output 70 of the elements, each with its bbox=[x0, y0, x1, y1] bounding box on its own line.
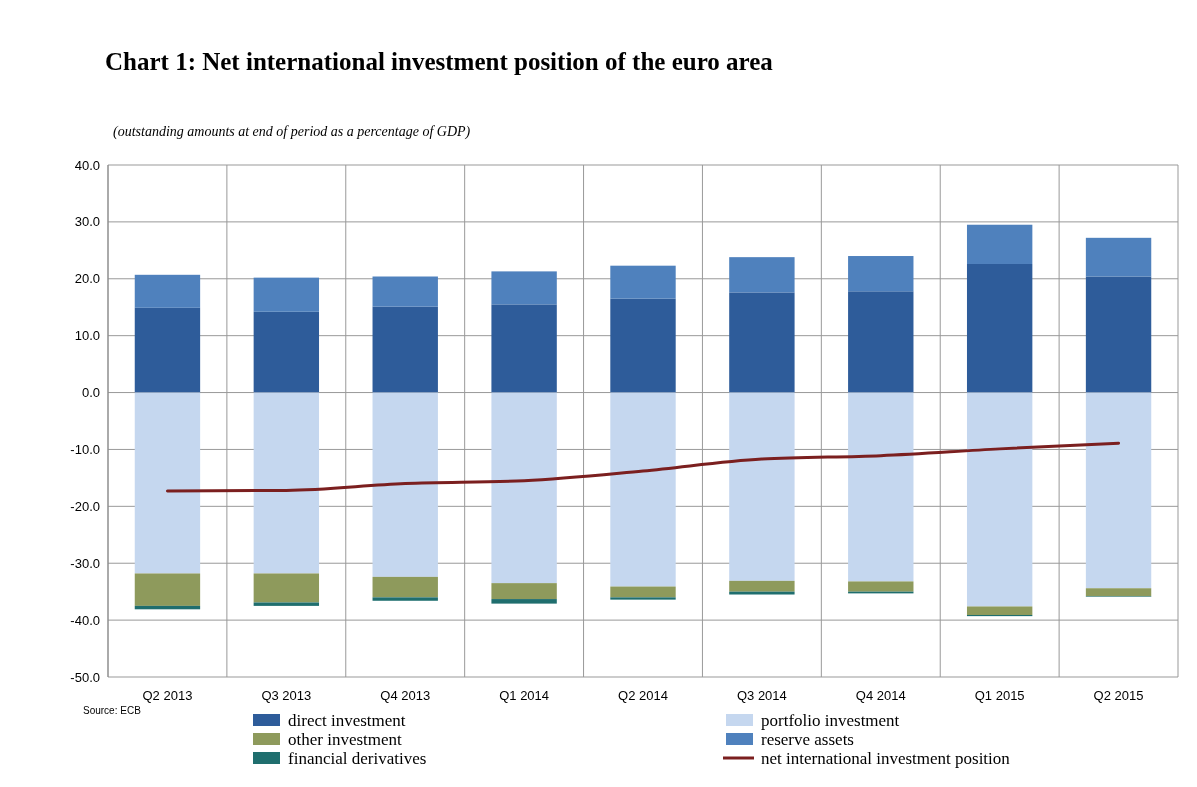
chart-title: Chart 1: Net international investment position of the euro area bbox=[105, 48, 774, 75]
bar bbox=[491, 599, 557, 604]
bar bbox=[1085, 588, 1152, 597]
bar bbox=[372, 576, 438, 598]
bar bbox=[134, 274, 201, 308]
x-tick-label: Q1 2015 bbox=[974, 688, 1025, 703]
y-tick-label: -20.0 bbox=[70, 498, 100, 514]
y-tick-label: 10.0 bbox=[74, 328, 100, 344]
bar bbox=[1085, 392, 1152, 589]
bar bbox=[966, 606, 1033, 615]
legend-label: financial derivatives bbox=[288, 748, 427, 768]
bar bbox=[491, 271, 557, 305]
x-tick-label: Q2 2015 bbox=[1093, 688, 1144, 703]
bar bbox=[729, 292, 795, 393]
bar bbox=[491, 583, 557, 600]
x-tick-label: Q2 2014 bbox=[618, 688, 668, 703]
bar bbox=[729, 392, 795, 581]
bar bbox=[729, 257, 795, 293]
bar bbox=[134, 573, 201, 606]
chart-subtitle: (outstanding amounts at end of period as a percentage of GDP) bbox=[113, 124, 471, 140]
x-tick-label: Q4 2013 bbox=[380, 688, 431, 703]
y-tick-label: -50.0 bbox=[70, 669, 100, 685]
bar bbox=[491, 304, 557, 393]
bar bbox=[1085, 237, 1152, 277]
bar bbox=[848, 581, 914, 592]
legend-label: other investment bbox=[288, 729, 403, 749]
bar bbox=[966, 263, 1033, 393]
y-tick-label: -30.0 bbox=[70, 555, 100, 571]
y-tick-label: 40.0 bbox=[74, 157, 100, 173]
bar bbox=[729, 591, 795, 595]
bar bbox=[966, 224, 1033, 264]
bar bbox=[610, 298, 676, 393]
bar bbox=[253, 277, 320, 312]
bar bbox=[610, 265, 676, 299]
x-tick-label: Q3 2014 bbox=[736, 688, 787, 703]
source-note: Source: ECB bbox=[83, 705, 142, 716]
x-tick-label: Q2 2013 bbox=[142, 688, 193, 703]
y-tick-label: 30.0 bbox=[74, 214, 100, 230]
bar bbox=[253, 392, 320, 574]
bar bbox=[253, 602, 320, 606]
y-tick-label: -40.0 bbox=[70, 612, 100, 628]
x-tick-label: Q3 2013 bbox=[261, 688, 312, 703]
bar bbox=[372, 306, 438, 393]
bar bbox=[372, 276, 438, 307]
legend-label: direct investment bbox=[288, 710, 406, 730]
bar bbox=[848, 392, 914, 582]
legend-label: reserve assets bbox=[761, 729, 854, 749]
legend-label: net international investment position bbox=[761, 748, 1011, 768]
bar bbox=[134, 307, 201, 393]
bar bbox=[134, 392, 201, 574]
x-tick-label: Q4 2014 bbox=[855, 688, 906, 703]
y-tick-label: 20.0 bbox=[74, 271, 100, 287]
bar bbox=[729, 580, 795, 592]
bar bbox=[372, 597, 438, 601]
bar bbox=[610, 586, 676, 598]
bar bbox=[491, 392, 557, 584]
bar bbox=[253, 311, 320, 393]
bar bbox=[848, 291, 914, 393]
bar bbox=[253, 573, 320, 603]
x-tick-label: Q1 2014 bbox=[499, 688, 550, 703]
bar bbox=[610, 392, 676, 587]
y-tick-label: 0.0 bbox=[81, 385, 100, 401]
y-tick-label: -10.0 bbox=[70, 441, 100, 457]
bar bbox=[1085, 276, 1152, 393]
bar bbox=[966, 392, 1033, 607]
bar bbox=[610, 597, 676, 600]
line-series bbox=[165, 441, 1121, 493]
bar bbox=[848, 256, 914, 292]
legend-label: portfolio investment bbox=[761, 710, 900, 730]
bar bbox=[372, 392, 438, 577]
